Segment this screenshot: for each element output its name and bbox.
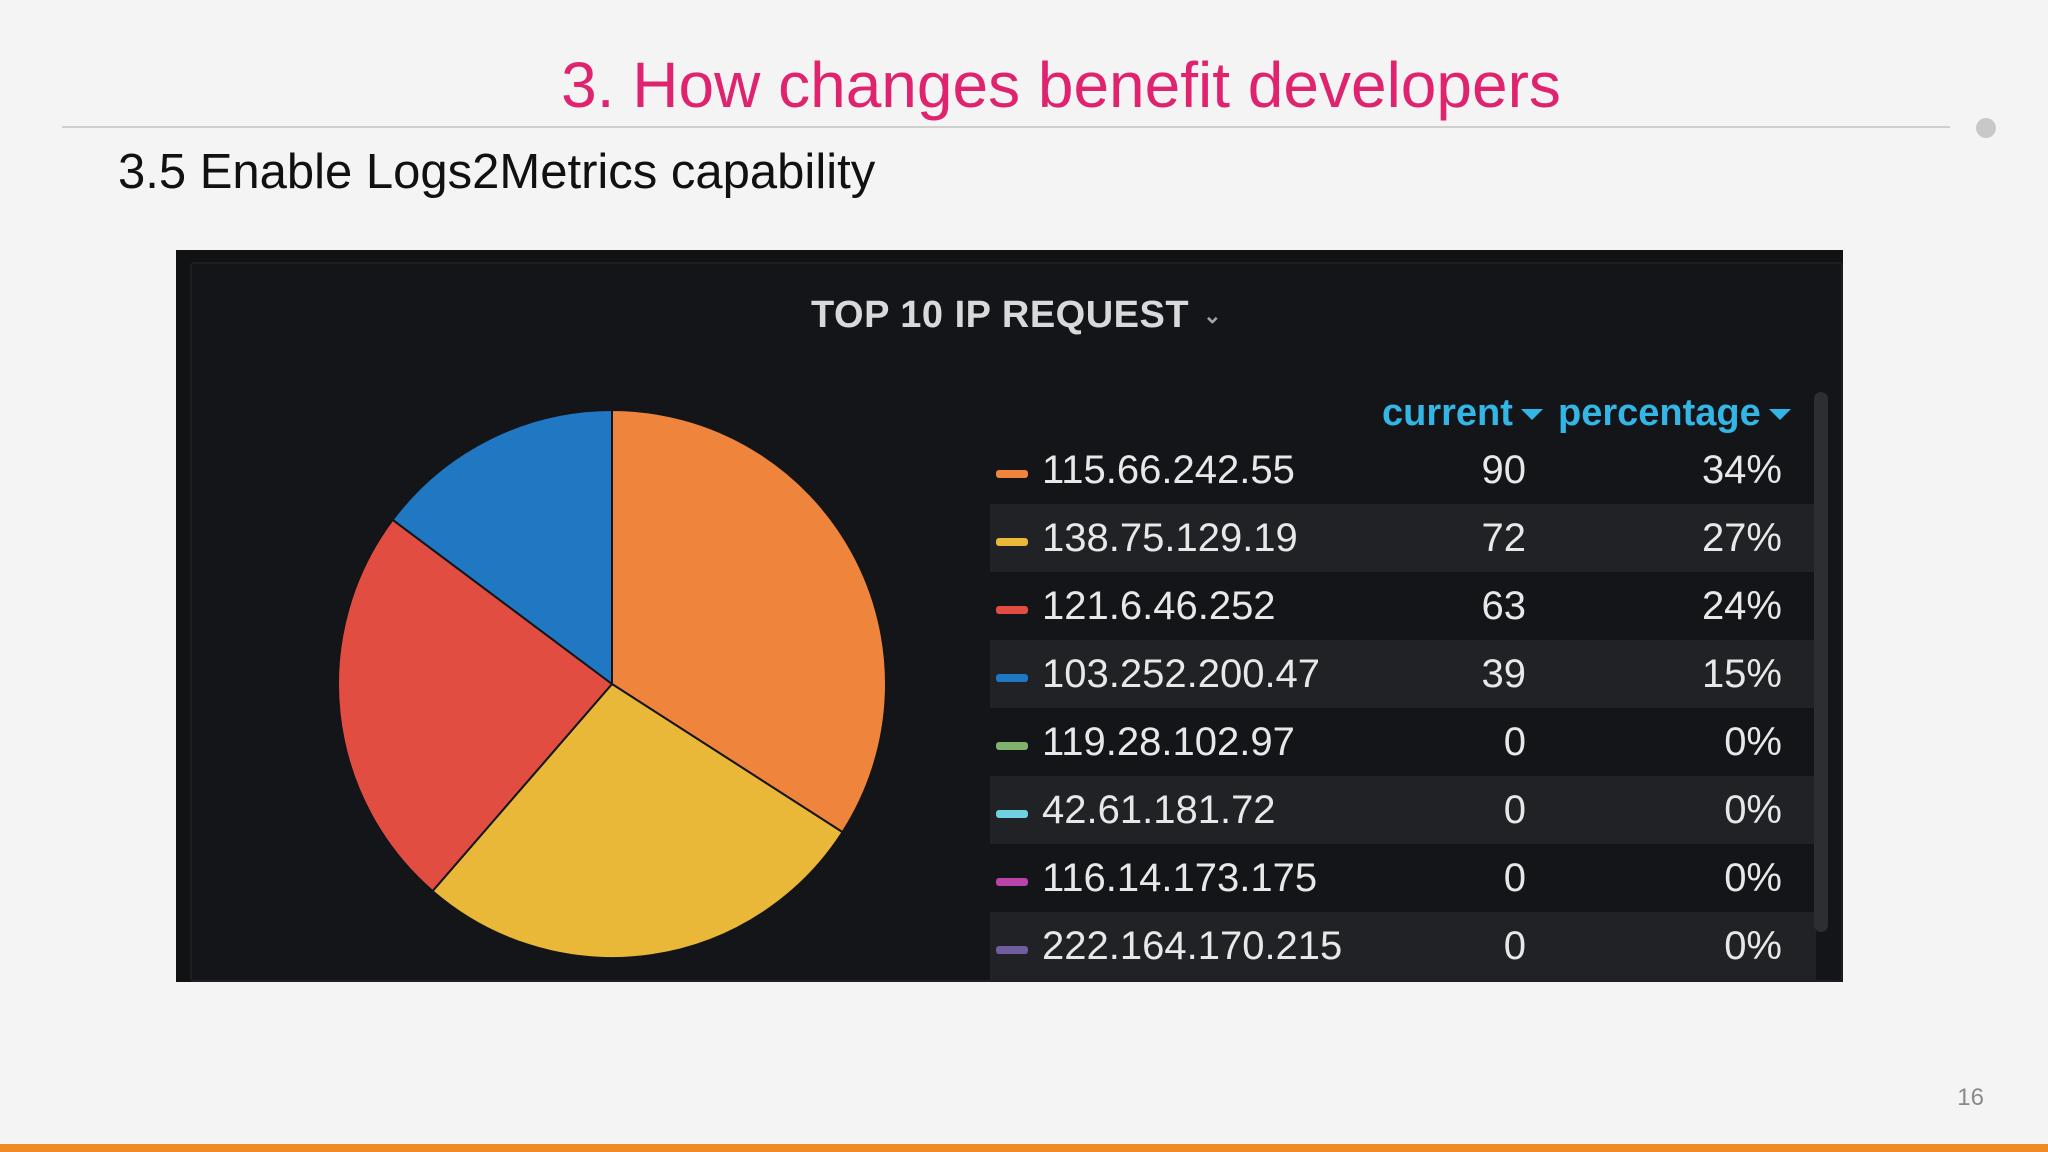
legend-current-value: 63	[1481, 584, 1527, 628]
legend-ip-label[interactable]: 103.252.200.47	[1042, 652, 1321, 696]
legend-swatch[interactable]	[996, 810, 1028, 818]
legend-swatch[interactable]	[996, 742, 1028, 750]
caret-down-icon	[1520, 409, 1543, 421]
legend-current-value: 39	[1481, 652, 1527, 696]
legend-row[interactable]: 121.6.46.252 63 24%	[990, 572, 1816, 640]
legend-current-value: 0	[1503, 856, 1526, 900]
legend-ip-label[interactable]: 138.75.129.19	[1042, 516, 1298, 560]
legend-swatch[interactable]	[996, 606, 1028, 614]
legend-row[interactable]: 222.164.170.215 0 0%	[990, 912, 1816, 980]
legend-table: 115.66.242.55 90 34% 138.75.129.19 72 27% 121.…	[990, 436, 1816, 980]
legend-percentage-value: 24%	[1701, 584, 1782, 628]
pie-slice[interactable]	[431, 682, 844, 959]
legend-row[interactable]: 103.252.200.47 39 15%	[990, 640, 1816, 708]
legend-percentage-value: 27%	[1701, 516, 1782, 560]
legend-current-value: 0	[1503, 788, 1526, 832]
divider-dot	[1976, 118, 1996, 138]
caret-down-icon	[1768, 409, 1791, 421]
legend-percentage-value: 0%	[1724, 924, 1782, 968]
legend-ip-label[interactable]: 115.66.242.55	[1042, 448, 1295, 492]
page-number: 16	[1957, 1084, 1984, 1111]
pie-slice[interactable]	[337, 518, 614, 893]
legend-swatch[interactable]	[996, 878, 1028, 886]
legend-percentage-value: 34%	[1701, 448, 1782, 492]
pie-chart	[337, 408, 887, 959]
chevron-down-icon[interactable]: ⌄	[1203, 303, 1223, 328]
dashboard-panel: TOP 10 IP REQUEST ⌄ current percentage 11…	[176, 250, 1843, 982]
legend-percentage-value: 0%	[1724, 720, 1782, 764]
pie-slice[interactable]	[391, 408, 613, 686]
column-header-current[interactable]: current	[1382, 392, 1543, 435]
legend-percentage-value: 0%	[1724, 788, 1782, 832]
legend-current-value: 0	[1503, 924, 1526, 968]
legend-ip-label[interactable]: 119.28.102.97	[1042, 720, 1295, 764]
column-header-percentage[interactable]: percentage	[1558, 392, 1791, 435]
column-header-current-label: current	[1382, 392, 1513, 434]
legend-row[interactable]: 138.75.129.19 72 27%	[990, 504, 1816, 572]
legend-current-value: 0	[1503, 720, 1526, 764]
legend-ip-label[interactable]: 42.61.181.72	[1042, 788, 1276, 832]
bottom-accent-bar	[0, 1144, 2048, 1152]
legend-swatch[interactable]	[996, 538, 1028, 546]
legend-swatch[interactable]	[996, 470, 1028, 478]
legend-current-value: 90	[1481, 448, 1527, 492]
legend-row[interactable]: 119.28.102.97 0 0%	[990, 708, 1816, 776]
legend-swatch[interactable]	[996, 674, 1028, 682]
legend-swatch[interactable]	[996, 946, 1028, 954]
legend-ip-label[interactable]: 222.164.170.215	[1042, 924, 1343, 968]
panel-title[interactable]: TOP 10 IP REQUEST ⌄	[192, 294, 1841, 337]
panel-title-text: TOP 10 IP REQUEST	[810, 294, 1190, 336]
legend-row[interactable]: 116.14.173.175 0 0%	[990, 844, 1816, 912]
legend-row[interactable]: 42.61.181.72 0 0%	[990, 776, 1816, 844]
title-divider	[62, 126, 1950, 128]
legend-row[interactable]: 115.66.242.55 90 34%	[990, 436, 1816, 504]
legend-percentage-value: 15%	[1701, 652, 1782, 696]
column-header-percentage-label: percentage	[1558, 392, 1761, 434]
panel-frame: TOP 10 IP REQUEST ⌄ current percentage 11…	[190, 262, 1843, 982]
slide-subtitle: 3.5 Enable Logs2Metrics capability	[118, 145, 876, 199]
legend-percentage-value: 0%	[1724, 856, 1782, 900]
legend-ip-label[interactable]: 121.6.46.252	[1042, 584, 1276, 628]
legend-ip-label[interactable]: 116.14.173.175	[1042, 856, 1318, 900]
legend-scrollbar[interactable]	[1814, 392, 1828, 932]
legend-current-value: 72	[1481, 516, 1527, 560]
slide-title: 3. How changes benefit developers	[561, 49, 1561, 121]
pie-slice[interactable]	[611, 408, 887, 834]
